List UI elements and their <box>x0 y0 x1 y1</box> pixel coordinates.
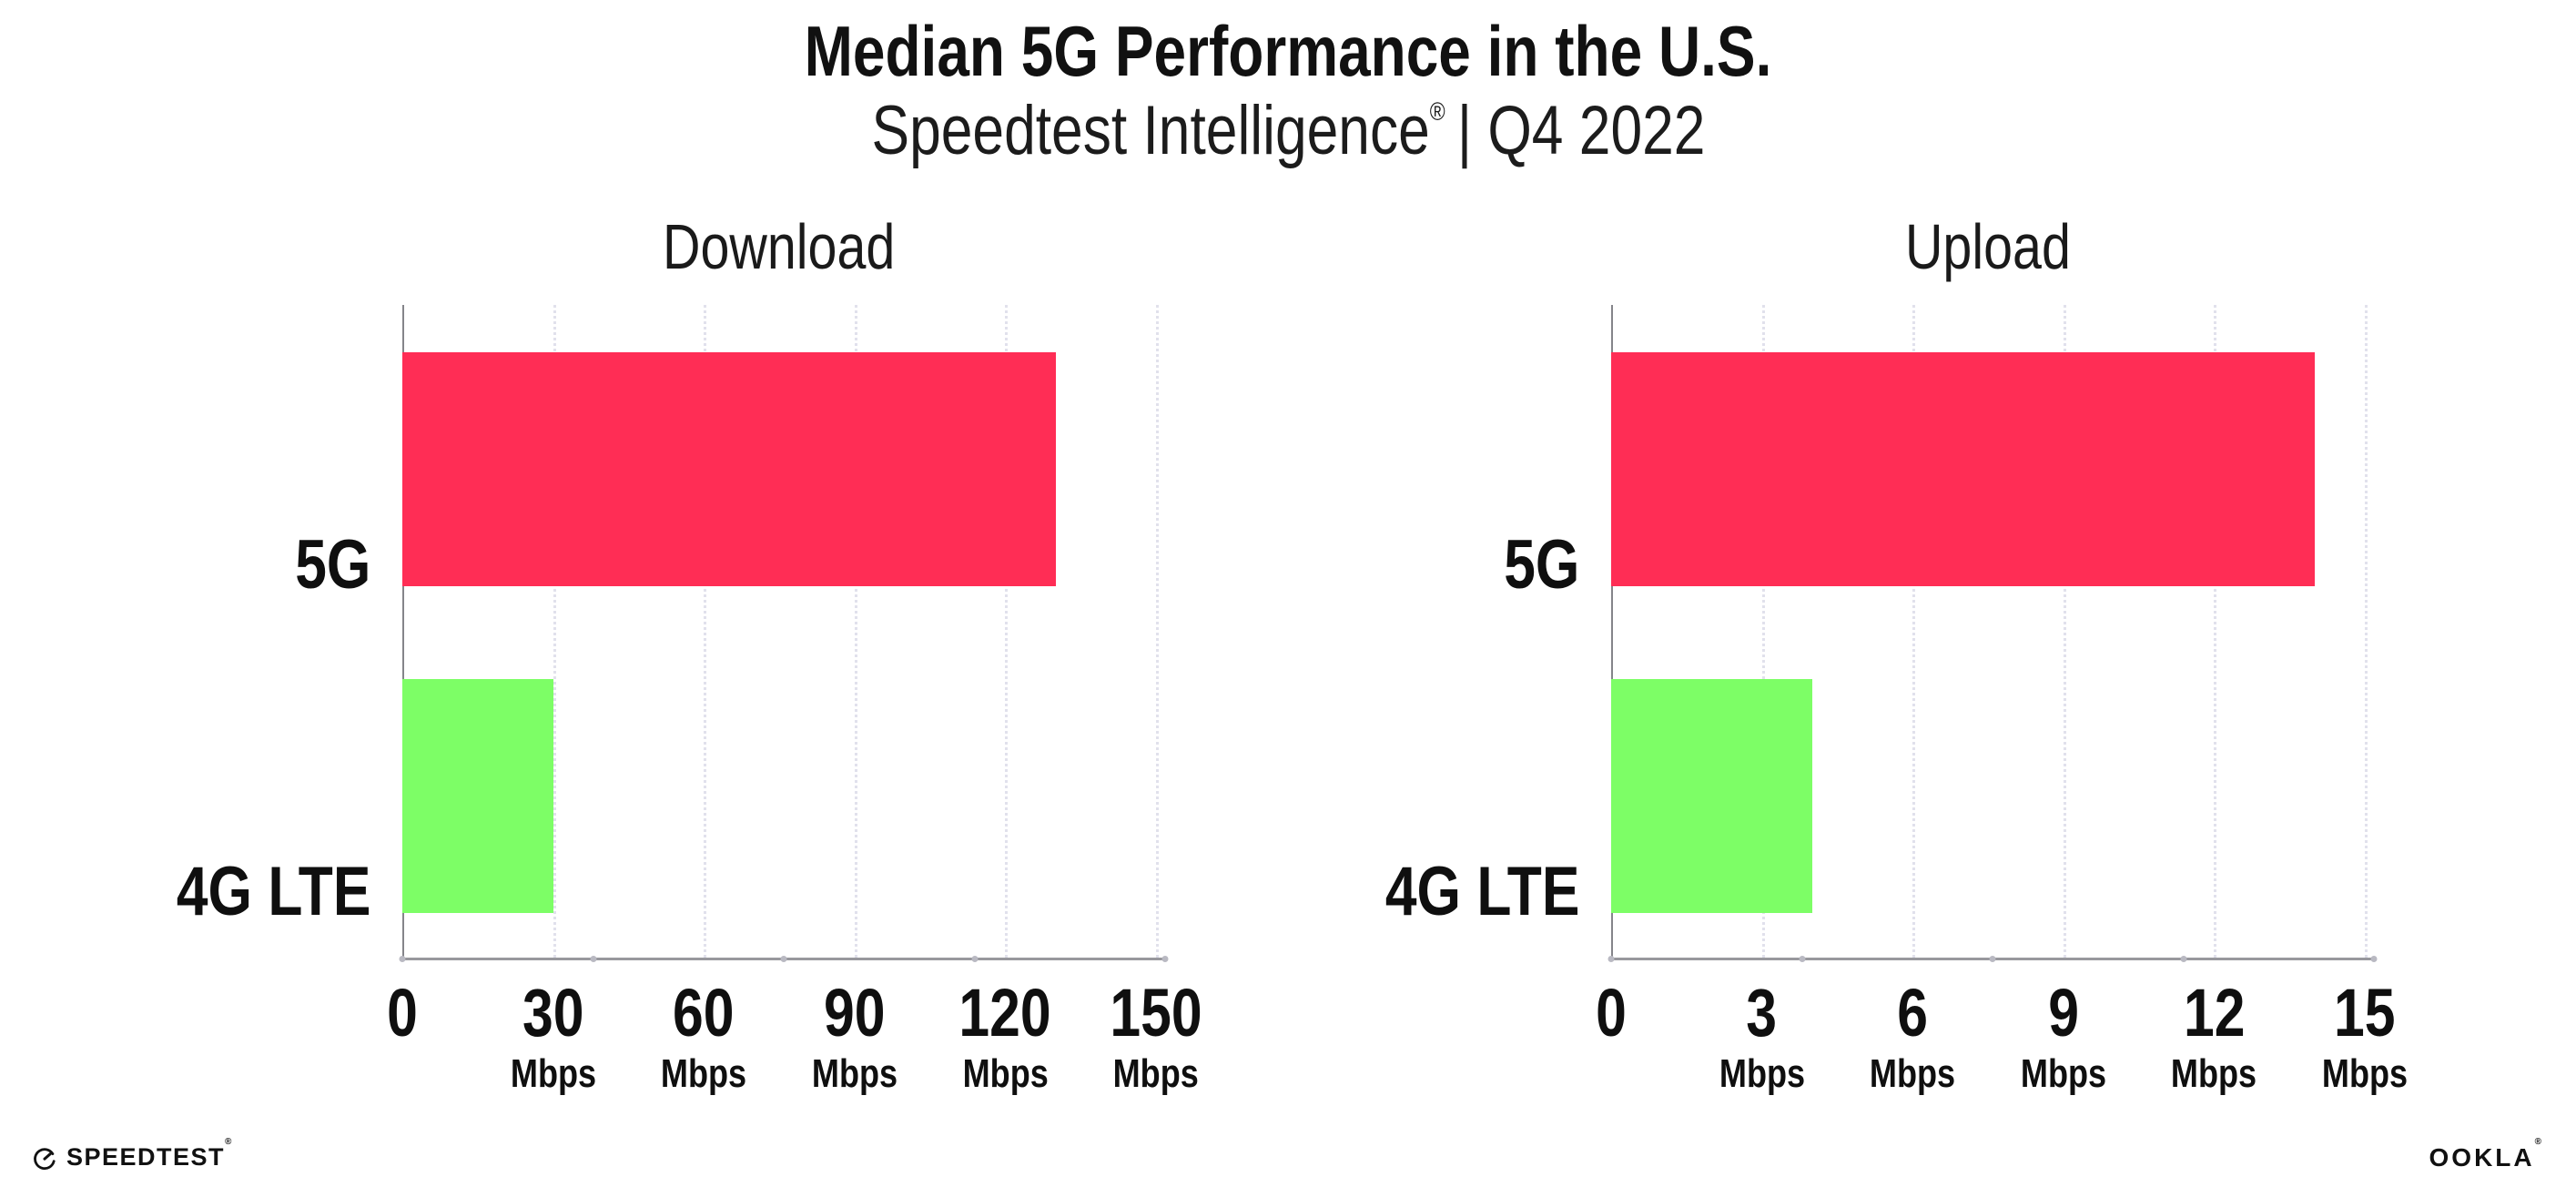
y-axis-line <box>1611 305 1613 959</box>
registered-mark-icon: ® <box>1429 96 1445 126</box>
download-plot-area: 5G 4G LTE <box>176 305 1169 962</box>
tick-label: 12 Mbps <box>2171 975 2257 1096</box>
category-label-5g: 5G <box>294 525 370 604</box>
tick-label: 9 Mbps <box>2020 975 2106 1096</box>
gridline <box>854 305 857 958</box>
bar-4g-lte-upload <box>1611 679 1812 913</box>
axis-minor-tick <box>1989 956 1996 962</box>
axis-minor-tick <box>971 956 978 962</box>
axis-minor-tick <box>1607 956 1615 962</box>
upload-plot-area: 5G 4G LTE <box>1384 305 2378 962</box>
tick-label: 30 Mbps <box>510 975 596 1096</box>
axis-minor-tick <box>1161 956 1169 962</box>
gridline <box>2214 305 2217 958</box>
tick-label: 0 <box>387 975 418 1050</box>
bar-5g-upload <box>1611 352 2315 586</box>
ookla-wordmark: OOKLA® <box>2429 1137 2544 1172</box>
subtitle-brand: Speedtest Intelligence <box>871 91 1430 169</box>
gridline <box>2365 305 2368 958</box>
speedtest-gauge-icon <box>34 1147 56 1170</box>
gridline <box>2063 305 2066 958</box>
bar-4g-lte-download <box>402 679 553 913</box>
registered-mark-icon: ® <box>225 1137 233 1147</box>
tick-label: 3 Mbps <box>1719 975 1805 1096</box>
y-axis-line <box>402 305 404 959</box>
tick-label: 15 Mbps <box>2321 975 2409 1096</box>
x-axis-line <box>1607 956 2378 962</box>
x-axis-line <box>399 956 1169 962</box>
gridline <box>553 305 556 958</box>
upload-chart-title: Upload <box>1905 211 2071 282</box>
gridline <box>704 305 707 958</box>
bar-5g-download <box>402 352 1056 586</box>
tick-label: 120 Mbps <box>958 975 1052 1096</box>
gridline <box>1912 305 1916 958</box>
tick-label: 6 Mbps <box>1870 975 1956 1096</box>
category-label-4g-lte: 4G LTE <box>1384 852 1579 930</box>
tick-label: 60 Mbps <box>661 975 747 1096</box>
upload-x-axis-ticks: 0 3 Mbps 6 Mbps 9 Mbps 12 Mbps 15 Mbps <box>1596 975 2408 1098</box>
registered-mark-icon: ® <box>2534 1137 2544 1147</box>
header: Median 5G Performance in the U.S. Speedt… <box>0 0 2576 167</box>
category-label-4g-lte: 4G LTE <box>176 852 370 930</box>
gridline <box>1005 305 1009 958</box>
ookla-logo: OOKLA® <box>2429 1137 2544 1172</box>
page-title: Median 5G Performance in the U.S. <box>804 11 1772 91</box>
subtitle-period: | Q4 2022 <box>1456 91 1705 169</box>
axis-minor-tick <box>2180 956 2186 962</box>
tick-label: 150 Mbps <box>1110 975 1202 1096</box>
axis-minor-tick <box>399 956 406 962</box>
axis-minor-tick <box>590 956 596 962</box>
axis-minor-tick <box>1799 956 1805 962</box>
speedtest-wordmark: SPEEDTEST® <box>66 1137 233 1171</box>
download-x-axis-ticks: 0 30 Mbps 60 Mbps 90 Mbps 120 Mbps 150 M… <box>387 975 1202 1098</box>
download-chart-title: Download <box>663 211 896 282</box>
gridline <box>1156 305 1159 958</box>
category-label-5g: 5G <box>1503 525 1579 604</box>
tick-label: 90 Mbps <box>811 975 898 1096</box>
tick-label: 0 <box>1596 975 1627 1050</box>
gridline <box>1761 305 1765 958</box>
speedtest-logo: SPEEDTEST® <box>32 1137 233 1172</box>
axis-minor-tick <box>780 956 787 962</box>
axis-minor-tick <box>2370 956 2378 962</box>
page-subtitle: Speedtest Intelligence® | Q4 2022 <box>0 91 2576 169</box>
